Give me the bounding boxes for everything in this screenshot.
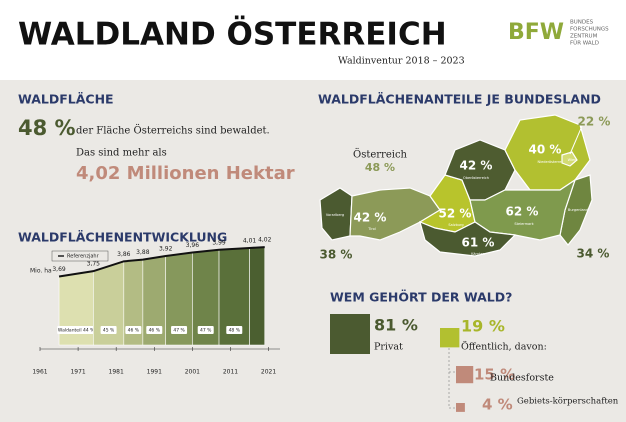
owner-square	[456, 366, 474, 384]
heading: WALDFLÄCHE	[18, 92, 114, 107]
country: Österreich	[353, 149, 408, 161]
x-tick-label: 2021	[261, 369, 276, 376]
region	[419, 220, 517, 257]
share-text: der Fläche Österreichs sind bewaldet.	[76, 125, 270, 137]
owner-square	[440, 328, 460, 348]
region-name: Salzburg	[448, 223, 463, 227]
owner-name: Öffentlich, davon:	[461, 341, 547, 353]
logo-line: ZENTRUM	[570, 34, 598, 40]
owner-square	[456, 403, 465, 412]
logo-line: FÜR WALD	[570, 40, 599, 47]
x-tick-label: 2001	[185, 369, 200, 376]
band-label-bg	[125, 326, 142, 334]
country-share: 48 %	[365, 161, 395, 174]
title: WALDLAND ÖSTERREICH	[18, 16, 447, 53]
band-label: 48 %	[229, 328, 241, 334]
heading: WALDFLÄCHENANTEILE JE BUNDESLAND	[318, 92, 601, 107]
region-name: Kärnten	[471, 252, 485, 256]
subtitle: Waldinventur 2018 – 2023	[338, 56, 465, 67]
region-label: 42 %	[460, 159, 493, 173]
band-label: 45 %	[103, 328, 115, 334]
owner-name: Bundesforste	[490, 373, 554, 384]
amount: 4,02 Millionen Hektar	[76, 163, 295, 184]
owner-value: 15 %	[474, 366, 515, 384]
x-tick-label: 1971	[70, 369, 85, 376]
band-label: 47 %	[173, 328, 185, 334]
owner-name: Privat	[374, 342, 403, 353]
region-name: Niederösterreich	[538, 160, 567, 164]
area-band	[249, 246, 266, 346]
value-label: 3,88	[136, 249, 150, 256]
region-label: 22 %	[578, 115, 611, 129]
heading: WEM GEHÖRT DER WALD?	[330, 290, 512, 305]
logo-line: FORSCHUNGS	[570, 27, 609, 33]
legend-box	[51, 250, 109, 262]
value-label: 3,96	[186, 242, 200, 249]
region-label: 62 %	[506, 205, 539, 219]
region-name: Tirol	[367, 227, 376, 231]
share: 48 %	[18, 116, 76, 140]
x-tick-label: 1991	[147, 369, 162, 376]
value-label: 3,92	[159, 246, 173, 253]
owner-name: Gebiets-körperschaften	[517, 397, 619, 407]
x-tick-label: 1961	[32, 369, 47, 376]
region-label: 52 %	[439, 207, 472, 221]
header-bg	[0, 0, 626, 80]
band-label: 46 %	[149, 328, 161, 334]
value-label: 4,01	[243, 238, 257, 245]
value-label: 3,69	[52, 266, 66, 273]
band-label-bg	[171, 326, 188, 334]
band-label-bg	[146, 326, 163, 334]
chart-title: WALDFLÄCHENENTWICKLUNG	[18, 230, 227, 245]
leader	[569, 125, 583, 155]
region-name: Oberösterreich	[463, 176, 489, 180]
logo: BFW	[508, 20, 564, 45]
owner-value: 4 %	[482, 396, 513, 414]
logo-line: BUNDES	[570, 20, 594, 26]
band-label: Waldanteil 44 %	[58, 328, 95, 334]
connector	[448, 348, 455, 409]
region-label: 61 %	[462, 236, 495, 250]
owner-square	[330, 314, 370, 354]
region-name: Vorarlberg	[326, 213, 344, 217]
value-label: 3,75	[87, 261, 101, 268]
band-label: 46 %	[128, 328, 140, 334]
region	[444, 139, 516, 201]
region-label: 40 %	[529, 143, 562, 157]
band-label-bg	[197, 326, 214, 334]
x-tick-label: 2011	[223, 369, 238, 376]
region-name: Wien	[568, 158, 577, 162]
more-text: Das sind mehr als	[76, 148, 167, 159]
band-label-bg	[226, 326, 243, 334]
region-name: Burgenland	[568, 208, 588, 212]
band-label-bg	[57, 326, 96, 334]
region-label: 42 %	[354, 211, 387, 225]
value-label: 3,86	[117, 251, 131, 258]
owner-value: 81 %	[374, 316, 418, 335]
region-label: 38 %	[320, 248, 353, 262]
value-label: 3,99	[212, 239, 226, 246]
x-tick-label: 1981	[109, 369, 124, 376]
region-name: Steiermark	[514, 222, 534, 226]
owner-value: 19 %	[461, 317, 505, 336]
area-line	[58, 246, 265, 278]
legend-label: Referenzjahr	[67, 254, 100, 260]
region-label: 34 %	[577, 247, 610, 261]
y-label: Mio. ha	[30, 268, 52, 275]
region	[504, 114, 591, 191]
value-label: 4,02	[258, 237, 272, 244]
band-label: 47 %	[200, 328, 212, 334]
band-label-bg	[100, 326, 117, 334]
